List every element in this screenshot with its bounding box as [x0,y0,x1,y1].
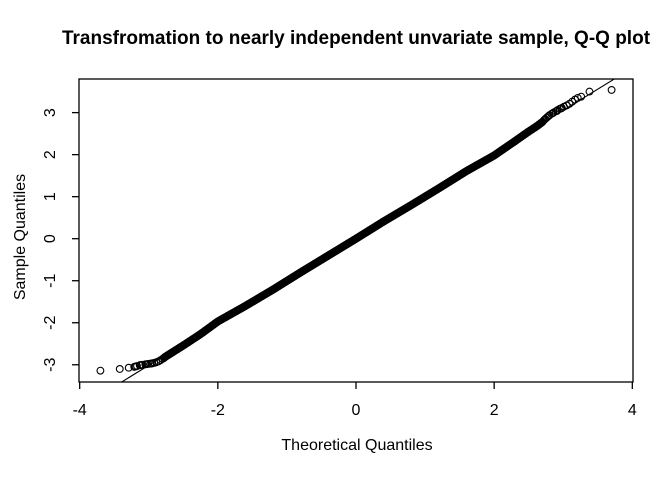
y-tick-label: -2 [42,316,59,330]
reference-line [120,79,616,382]
data-point [607,85,616,94]
plot-box [78,78,634,383]
data-point [115,365,124,373]
y-tick-label: -3 [42,358,59,372]
x-tick-label: -2 [211,402,225,419]
y-tick-label: 2 [42,150,59,159]
x-axis-label: Theoretical Quantiles [281,437,433,454]
x-tick-label: 0 [352,402,361,419]
y-tick-label: 3 [42,108,59,117]
chart-title: Transfromation to nearly independent unv… [61,28,651,49]
data-point [96,366,105,375]
y-tick-label: -1 [42,274,59,288]
x-tick-label: -4 [73,402,87,419]
x-tick-label: 4 [628,402,637,419]
y-tick-label: 0 [42,234,59,243]
x-tick-label: 2 [490,402,499,419]
y-axis-label: Sample Quantiles [12,173,29,301]
y-tick-label: 1 [42,192,59,201]
data-point [138,360,147,369]
